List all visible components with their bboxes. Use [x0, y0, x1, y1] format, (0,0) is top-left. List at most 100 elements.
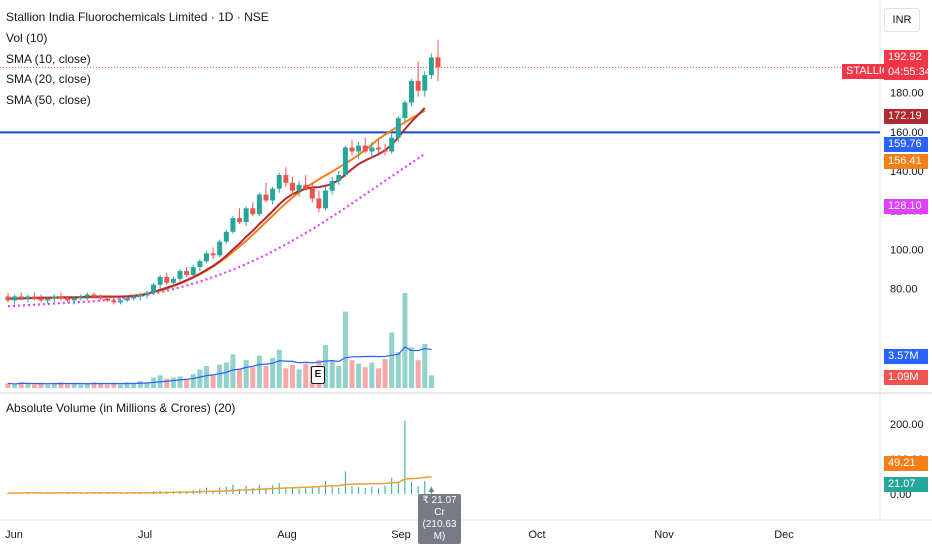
volume-bar: [230, 354, 236, 388]
volume-bar: [184, 378, 190, 388]
time-axis-label: Nov: [654, 529, 674, 541]
indicator-vol[interactable]: Vol (10): [6, 31, 48, 45]
time-axis-label: Sep: [391, 529, 411, 541]
candle-body: [389, 137, 395, 152]
sma50-line: [7, 152, 426, 308]
candle-body: [18, 296, 24, 299]
candle-body: [45, 298, 51, 301]
candle-body: [38, 298, 44, 301]
volume-bar: [58, 382, 64, 388]
indicator-sma10[interactable]: SMA (10, close): [6, 52, 91, 66]
lower-pane-title[interactable]: Absolute Volume (in Millions & Crores) (…: [6, 401, 236, 415]
candle-body: [243, 208, 249, 223]
candle-body: [263, 194, 269, 201]
candle-body: [25, 296, 31, 299]
currency-selector[interactable]: INR: [884, 8, 920, 32]
candle-body: [382, 149, 388, 152]
volume-bar: [38, 383, 44, 388]
volume-bar: [276, 349, 282, 388]
candle-body: [250, 208, 256, 215]
volume-bar: [369, 362, 375, 388]
candle-body: [124, 298, 130, 301]
volume-bar: [415, 360, 421, 388]
volume-bar: [402, 293, 408, 388]
candle-body: [190, 267, 196, 275]
candle-body: [237, 218, 243, 223]
abs-last-tag: 21.07: [884, 477, 928, 492]
abs-volume-ma-line: [8, 476, 432, 494]
candle-body: [197, 261, 203, 268]
volume-bar: [349, 360, 355, 388]
candle-body: [157, 276, 163, 285]
hover-value-crores: ₹ 21.07 Cr: [422, 495, 457, 518]
candle-body: [58, 296, 64, 299]
countdown-tag: 04:55:34: [884, 65, 931, 80]
candle-body: [223, 231, 229, 242]
price-tick-label: 80.00: [890, 284, 918, 296]
volume-bar: [78, 384, 84, 388]
volume-bar: [375, 368, 381, 388]
candle-body: [151, 284, 157, 293]
candle-body: [428, 57, 434, 76]
volume-bar: [243, 360, 249, 388]
volume-bar: [336, 365, 342, 388]
candle-body: [230, 218, 236, 232]
volume-bar: [111, 383, 117, 388]
volume-bar: [45, 384, 51, 388]
time-axis-label: Jul: [138, 529, 152, 541]
candle-body: [184, 271, 190, 275]
sma20-line: [7, 109, 426, 300]
candle-body: [164, 276, 170, 283]
candle-body: [395, 118, 401, 138]
candle-body: [51, 296, 57, 299]
candle-body: [375, 147, 381, 150]
volume-bar: [422, 343, 428, 388]
volume-bar: [356, 363, 362, 388]
price-tick-label: 140.00: [890, 166, 924, 178]
volume-bar: [409, 347, 415, 388]
earnings-marker[interactable]: E: [311, 366, 325, 384]
lower-tick-label: 200.00: [890, 419, 924, 431]
volume-bar: [12, 384, 18, 388]
candle-body: [177, 271, 183, 279]
hline-tag: 159.76: [884, 137, 928, 152]
volume-bar: [91, 382, 97, 388]
volume-ma-line: [7, 346, 432, 385]
abs-avg-tag: 49.21: [884, 456, 928, 471]
candle-body: [5, 296, 11, 301]
candle-body: [342, 147, 348, 175]
candle-body: [415, 80, 421, 91]
volume-bar: [237, 369, 243, 388]
volume-bar: [283, 368, 289, 388]
volume-bar: [117, 384, 123, 388]
volume-bar: [104, 384, 110, 388]
candle-body: [323, 190, 329, 209]
volume-bar: [270, 357, 276, 388]
indicator-sma20[interactable]: SMA (20, close): [6, 72, 91, 86]
volume-bar: [5, 383, 11, 388]
candle-body: [84, 294, 90, 297]
volume-bar: [329, 361, 335, 388]
hover-marker: [428, 487, 435, 492]
volume-bar: [428, 375, 434, 388]
candle-body: [210, 253, 216, 256]
candle-body: [276, 175, 282, 189]
candle-body: [203, 253, 209, 262]
volume-bar: [296, 369, 302, 388]
candle-body: [329, 180, 335, 191]
volume-bar: [303, 363, 309, 388]
price-tick-label: 160.00: [890, 127, 924, 139]
volume-bar: [124, 382, 130, 388]
candle-body: [270, 188, 276, 201]
candle-body: [309, 188, 315, 199]
volume-bar: [256, 355, 262, 388]
indicator-sma50[interactable]: SMA (50, close): [6, 93, 91, 107]
volume-bar: [131, 383, 137, 388]
candle-body: [349, 147, 355, 152]
candle-body: [303, 184, 309, 189]
volume-bar: [71, 383, 77, 388]
candle-body: [98, 296, 104, 299]
symbol-title[interactable]: Stallion India Fluorochemicals Limited ·…: [6, 10, 269, 24]
volume-bar: [197, 369, 203, 388]
